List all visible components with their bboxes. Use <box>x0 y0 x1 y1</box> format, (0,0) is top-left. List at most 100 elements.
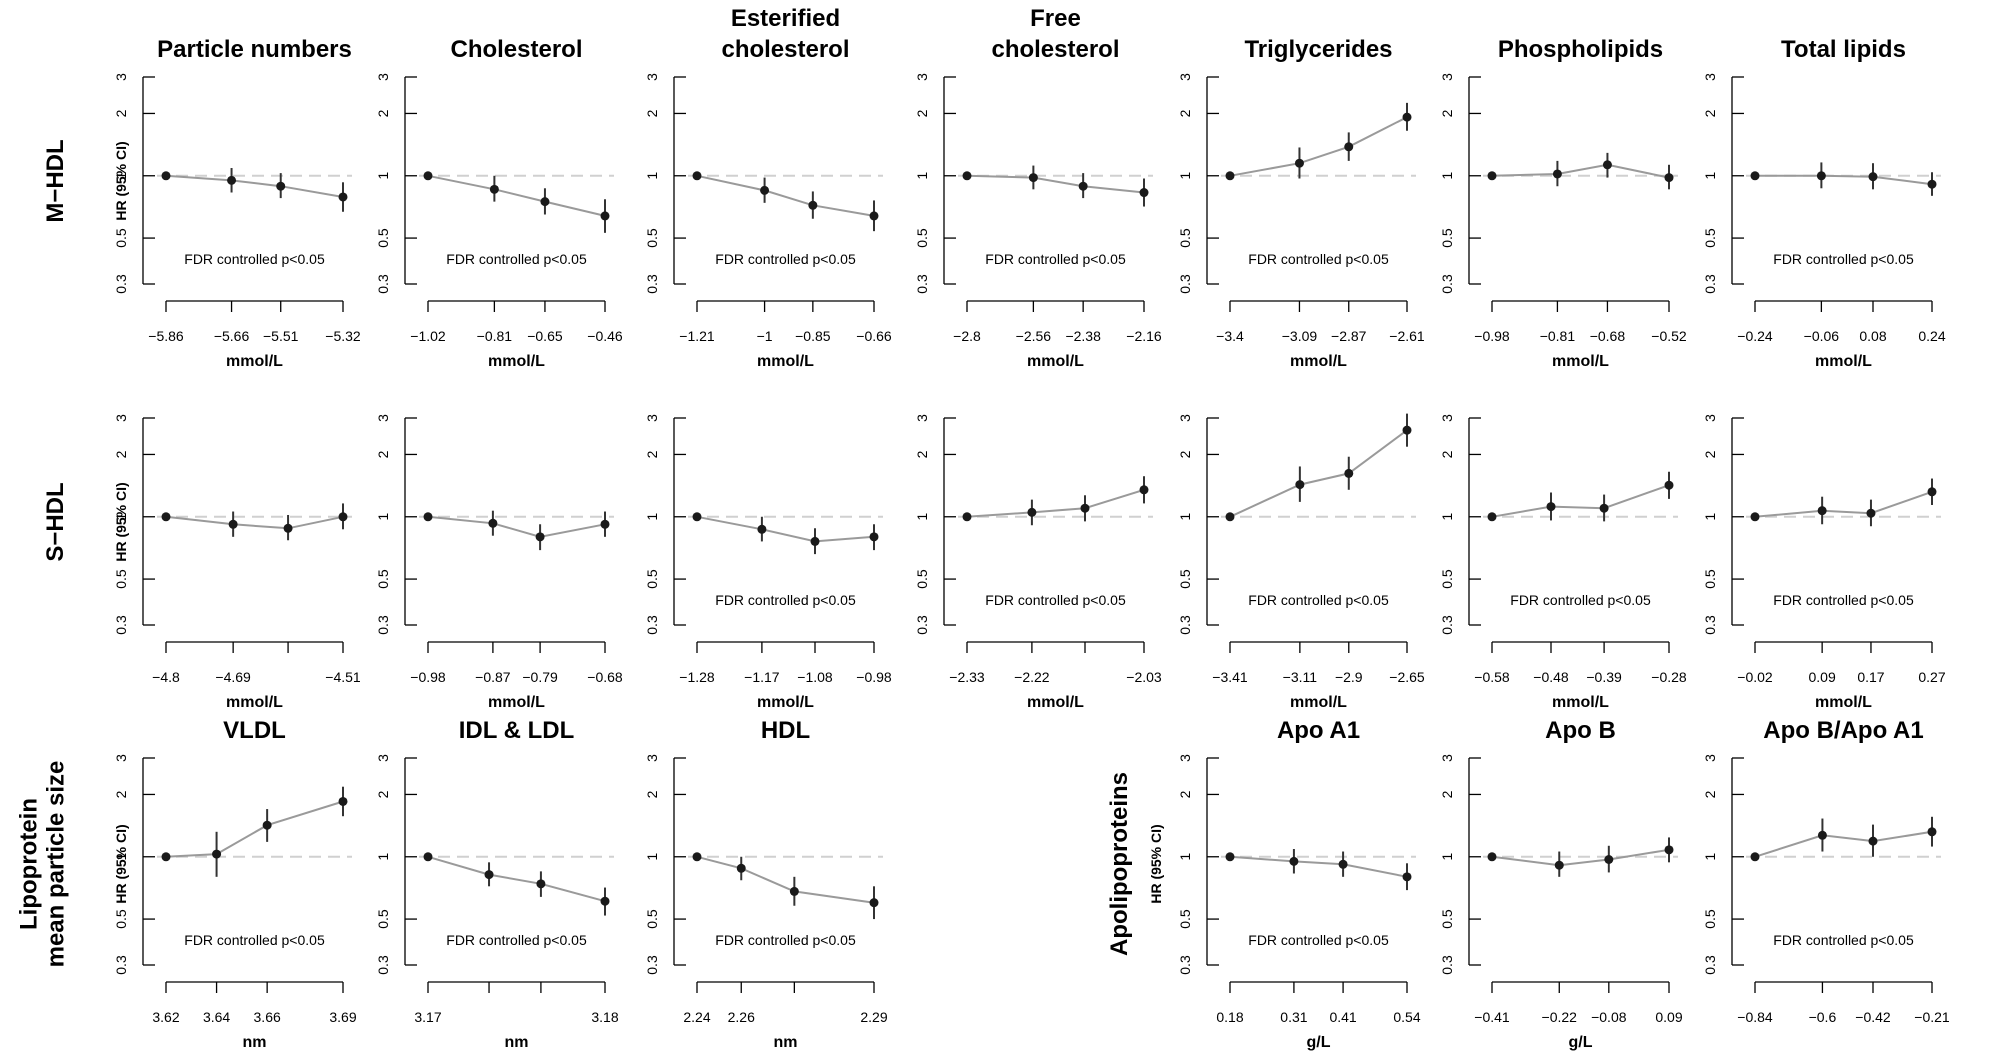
x-tick-label: −0.6 <box>1809 1009 1837 1025</box>
data-point <box>1344 142 1354 152</box>
data-point <box>1402 425 1412 435</box>
series-line <box>1754 490 1933 518</box>
y-tick-label: 0.3 <box>644 274 660 294</box>
data-point <box>600 896 610 906</box>
data-point <box>161 852 171 862</box>
x-axis-label: mmol/L <box>1815 694 1872 711</box>
x-tick-label: −1.21 <box>679 328 715 344</box>
x-tick-label: 0.24 <box>1918 328 1945 344</box>
x-axis-label: mmol/L <box>226 353 283 370</box>
x-tick-label: −0.42 <box>1855 1009 1891 1025</box>
data-point <box>1817 830 1827 840</box>
x-tick-label: −0.24 <box>1737 328 1773 344</box>
y-tick-label: 2 <box>375 790 391 798</box>
y-tick-label: 0.5 <box>1702 909 1718 929</box>
panel-title: Free <box>1030 5 1081 32</box>
x-tick-label: −0.02 <box>1737 669 1773 685</box>
y-tick-label: 2 <box>1702 790 1718 798</box>
x-axis-label: mmol/L <box>1027 353 1084 370</box>
y-tick-label: 1 <box>1439 172 1455 180</box>
data-point <box>962 512 972 522</box>
y-tick-label: 0.3 <box>914 615 930 635</box>
y-tick-label: 3 <box>1702 754 1718 762</box>
y-tick-label: 0.3 <box>1177 274 1193 294</box>
y-axis-label: HR (95% CI) <box>113 141 129 220</box>
data-point <box>1487 171 1497 181</box>
x-tick-label: 3.69 <box>329 1009 356 1025</box>
y-tick-label: 2 <box>1177 109 1193 117</box>
fdr-annotation: FDR controlled p<0.05 <box>1248 251 1389 267</box>
data-point <box>1817 506 1827 516</box>
y-tick-label: 0.3 <box>113 274 129 294</box>
x-tick-label: −5.32 <box>325 328 361 344</box>
data-point <box>228 519 238 529</box>
fdr-annotation: FDR controlled p<0.05 <box>1773 251 1914 267</box>
x-tick-label: −0.28 <box>1651 669 1687 685</box>
data-point <box>1080 503 1090 513</box>
x-axis-label: nm <box>774 1034 798 1051</box>
y-tick-label: 3 <box>113 754 129 762</box>
fdr-annotation: FDR controlled p<0.05 <box>715 932 856 948</box>
x-tick-label: −2.65 <box>1389 669 1425 685</box>
series-line <box>165 800 344 858</box>
panel-title: Cholesterol <box>450 36 582 63</box>
x-tick-label: −1 <box>757 328 773 344</box>
y-tick-label: 1 <box>1439 513 1455 521</box>
data-point <box>1927 487 1937 497</box>
data-point <box>1139 485 1149 495</box>
x-tick-label: −0.48 <box>1533 669 1569 685</box>
data-point <box>1868 836 1878 846</box>
x-tick-label: 0.17 <box>1857 669 1884 685</box>
x-tick-label: −2.33 <box>949 669 985 685</box>
data-point <box>1402 872 1412 882</box>
data-point <box>1599 503 1609 513</box>
y-tick-label: 0.3 <box>375 955 391 975</box>
y-tick-label: 0.3 <box>644 955 660 975</box>
data-point <box>869 211 879 221</box>
y-tick-label: 0.3 <box>1439 615 1455 635</box>
x-axis-label: mmol/L <box>757 694 814 711</box>
series-line <box>696 855 875 904</box>
series-line <box>165 515 344 530</box>
y-tick-label: 2 <box>1177 790 1193 798</box>
y-tick-label: 3 <box>1439 414 1455 422</box>
x-tick-label: −3.11 <box>1283 669 1318 685</box>
y-tick-label: 1 <box>1702 513 1718 521</box>
series-line <box>1754 830 1933 858</box>
data-point <box>1602 160 1612 170</box>
y-tick-label: 0.5 <box>644 569 660 589</box>
y-tick-label: 3 <box>644 754 660 762</box>
data-point <box>536 879 546 889</box>
panel-title: cholesterol <box>991 36 1119 63</box>
data-point <box>1344 468 1354 478</box>
data-point <box>1866 508 1876 518</box>
x-tick-label: −3.41 <box>1212 669 1248 685</box>
y-tick-label: 3 <box>1439 754 1455 762</box>
data-point <box>227 175 237 185</box>
y-tick-label: 3 <box>914 414 930 422</box>
x-tick-label: −2.56 <box>1016 328 1052 344</box>
data-point <box>489 184 499 194</box>
data-point <box>692 852 702 862</box>
y-tick-label: 1 <box>113 853 129 861</box>
y-tick-label: 2 <box>113 450 129 458</box>
x-tick-label: 3.17 <box>414 1009 441 1025</box>
series-line <box>966 174 1145 194</box>
series-line <box>1229 429 1408 518</box>
x-tick-label: −0.85 <box>795 328 831 344</box>
x-tick-label: −4.51 <box>325 669 361 685</box>
x-axis-label: mmol/L <box>1290 353 1347 370</box>
data-point <box>1487 852 1497 862</box>
series-line <box>696 174 875 217</box>
data-point <box>161 512 171 522</box>
y-tick-label: 2 <box>644 450 660 458</box>
data-point <box>283 523 293 533</box>
panel-title: cholesterol <box>721 36 849 63</box>
y-tick-label: 0.5 <box>375 909 391 929</box>
x-tick-label: −0.66 <box>856 328 892 344</box>
y-tick-label: 1 <box>113 172 129 180</box>
x-tick-label: −4.69 <box>215 669 251 685</box>
x-tick-label: 3.18 <box>591 1009 618 1025</box>
y-tick-label: 2 <box>375 450 391 458</box>
y-tick-label: 0.5 <box>1439 569 1455 589</box>
